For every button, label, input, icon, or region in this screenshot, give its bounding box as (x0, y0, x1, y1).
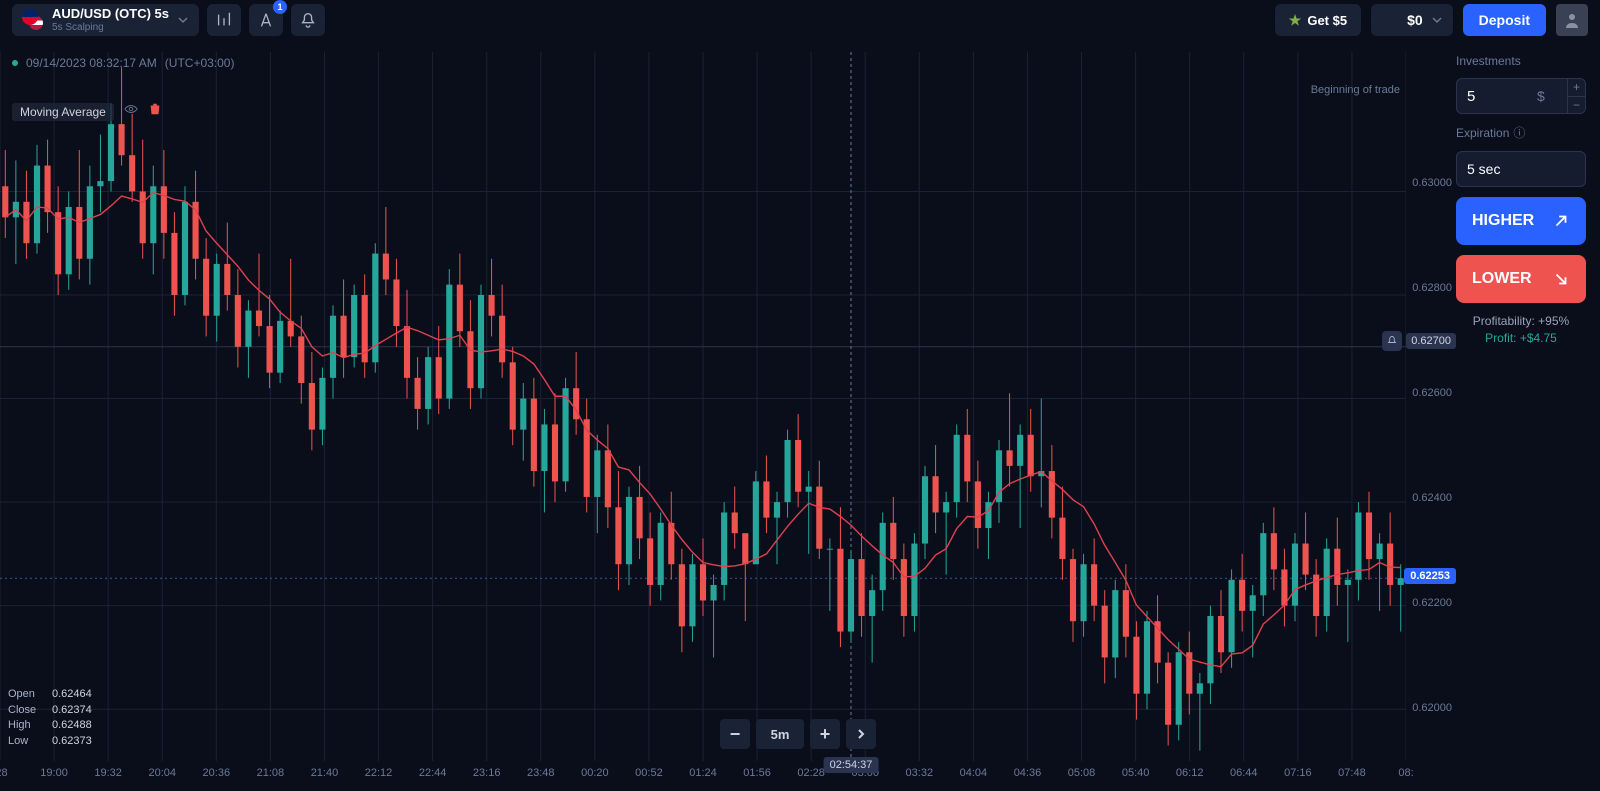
lower-button[interactable]: LOWER (1456, 255, 1586, 303)
step-down-button[interactable]: − (1568, 97, 1585, 114)
time-axis: :2819:0019:3220:0420:3621:0821:4022:1222… (0, 767, 1406, 785)
low-value: 0.62373 (52, 734, 92, 749)
lower-label: LOWER (1472, 270, 1532, 288)
zoom-controls: − 5m + (720, 719, 876, 749)
chevron-right-icon (855, 728, 867, 740)
zoom-out-button[interactable]: − (720, 719, 750, 749)
help-icon[interactable]: ⓘ (1513, 124, 1525, 141)
visibility-toggle[interactable] (124, 102, 138, 121)
pair-strategy: 5s Scalping (52, 22, 169, 33)
candlestick-chart (0, 52, 1406, 791)
chevron-down-icon (177, 14, 189, 26)
live-dot-icon (12, 60, 18, 66)
flag-us-icon (1381, 11, 1399, 29)
deposit-label: Deposit (1479, 12, 1530, 28)
bell-icon (299, 11, 317, 29)
alerts-button[interactable] (291, 4, 325, 36)
drawing-tools-button[interactable]: 1 (249, 4, 283, 36)
investment-input-box: $ + − (1456, 78, 1586, 114)
star-icon: ★ (1289, 12, 1302, 29)
pair-name: AUD/USD (OTC) 5s (52, 7, 169, 21)
indicator-name[interactable]: Moving Average (12, 103, 114, 121)
scroll-right-button[interactable] (846, 719, 876, 749)
datetime-label: 09/14/2023 08:32:17 AM (26, 56, 157, 70)
profit-label: Profit: +$4.75 (1456, 330, 1586, 347)
close-label: Close (8, 703, 42, 718)
deposit-button[interactable]: Deposit (1463, 4, 1546, 36)
ohlc-display: Open 0.62464 Close 0.62374 High 0.62488 Low… (8, 687, 92, 749)
high-label: High (8, 718, 42, 733)
expiration-value: 5 sec (1467, 161, 1500, 177)
indicator-row: Moving Average (12, 102, 162, 121)
promo-button[interactable]: ★ Get $5 (1275, 4, 1361, 36)
price-axis: 0.630000.628000.626000.624000.622000.620… (1406, 52, 1456, 767)
arrow-down-right-icon (1552, 270, 1570, 288)
user-icon (1562, 10, 1582, 30)
higher-label: HIGHER (1472, 212, 1534, 230)
zoom-in-button[interactable]: + (810, 719, 840, 749)
chart-info: 09/14/2023 08:32:17 AM (UTC+03:00) (12, 56, 234, 70)
timeframe-label[interactable]: 5m (756, 719, 804, 749)
balance-selector[interactable]: $0 (1371, 4, 1453, 36)
close-value: 0.62374 (52, 703, 92, 718)
promo-label: Get $5 (1307, 13, 1347, 28)
timezone-label: (UTC+03:00) (165, 56, 235, 70)
chevron-down-icon (1431, 14, 1443, 26)
begin-trade-label: Beginning of trade (1311, 84, 1400, 96)
tool-badge: 1 (273, 0, 287, 14)
profile-avatar[interactable] (1556, 4, 1588, 36)
expiration-label: Expiration ⓘ (1456, 124, 1586, 141)
profit-info: Profitability: +95% Profit: +$4.75 (1456, 313, 1586, 347)
flag-pair-icon (22, 9, 44, 31)
low-label: Low (8, 734, 42, 749)
currency-symbol: $ (1537, 88, 1545, 104)
eye-icon (124, 102, 138, 116)
expiration-selector[interactable]: 5 sec (1456, 151, 1586, 187)
open-value: 0.62464 (52, 687, 92, 702)
investment-input[interactable] (1467, 88, 1537, 105)
higher-button[interactable]: HIGHER (1456, 197, 1586, 245)
profitability-label: Profitability: +95% (1456, 313, 1586, 330)
compass-icon (257, 11, 275, 29)
high-value: 0.62488 (52, 718, 92, 733)
step-up-button[interactable]: + (1568, 79, 1585, 97)
indicators-button[interactable] (207, 4, 241, 36)
indicators-icon (215, 11, 233, 29)
trash-icon (148, 102, 162, 116)
topbar: AUD/USD (OTC) 5s 5s Scalping 1 ★ Get $5 … (0, 0, 1600, 40)
chart-area[interactable] (0, 52, 1406, 791)
investment-stepper: + − (1567, 79, 1585, 113)
investments-label: Investments (1456, 54, 1586, 68)
arrow-up-right-icon (1552, 212, 1570, 230)
trade-panel: Investments $ + − Expiration ⓘ 5 sec HIG… (1456, 54, 1586, 347)
balance-value: $0 (1407, 12, 1423, 28)
open-label: Open (8, 687, 42, 702)
delete-indicator[interactable] (148, 102, 162, 121)
pair-selector[interactable]: AUD/USD (OTC) 5s 5s Scalping (12, 4, 199, 36)
